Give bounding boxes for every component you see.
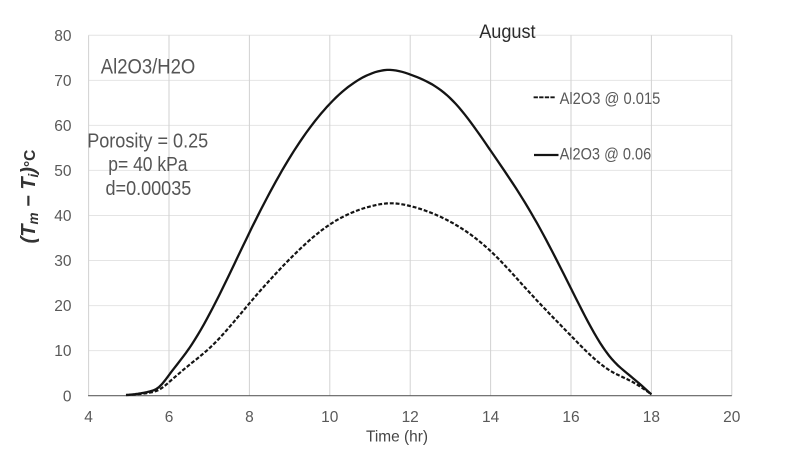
svg-text:Time (hr): Time (hr) — [366, 429, 428, 446]
svg-text:10: 10 — [321, 409, 339, 426]
svg-text:80: 80 — [54, 28, 72, 45]
svg-text:4: 4 — [84, 409, 93, 426]
svg-text:20: 20 — [54, 298, 72, 315]
svg-text:16: 16 — [562, 409, 579, 426]
svg-text:50: 50 — [54, 163, 72, 180]
svg-text:40: 40 — [54, 208, 72, 225]
svg-text:10: 10 — [54, 343, 72, 360]
svg-text:8: 8 — [245, 409, 254, 426]
svg-text:18: 18 — [643, 409, 660, 426]
svg-text:70: 70 — [54, 73, 72, 90]
svg-text:0: 0 — [63, 388, 72, 405]
svg-text:20: 20 — [723, 409, 741, 426]
svg-text:August: August — [479, 22, 536, 43]
svg-text:14: 14 — [482, 409, 500, 426]
svg-text:d=0.00035: d=0.00035 — [106, 178, 192, 200]
svg-text:(Tm − Ti)°C: (Tm − Ti)°C — [18, 150, 41, 244]
svg-text:12: 12 — [402, 409, 419, 426]
svg-text:30: 30 — [54, 253, 72, 270]
svg-text:60: 60 — [54, 118, 72, 135]
svg-text:6: 6 — [165, 409, 174, 426]
svg-text:Al2O3/H2O: Al2O3/H2O — [101, 56, 196, 79]
svg-text:Al2O3 @ 0.015: Al2O3 @ 0.015 — [560, 89, 661, 108]
svg-text:Al2O3 @ 0.06: Al2O3 @ 0.06 — [560, 145, 652, 164]
svg-text:p= 40 kPa: p= 40 kPa — [108, 154, 188, 176]
svg-text:Porosity = 0.25: Porosity = 0.25 — [87, 130, 208, 152]
